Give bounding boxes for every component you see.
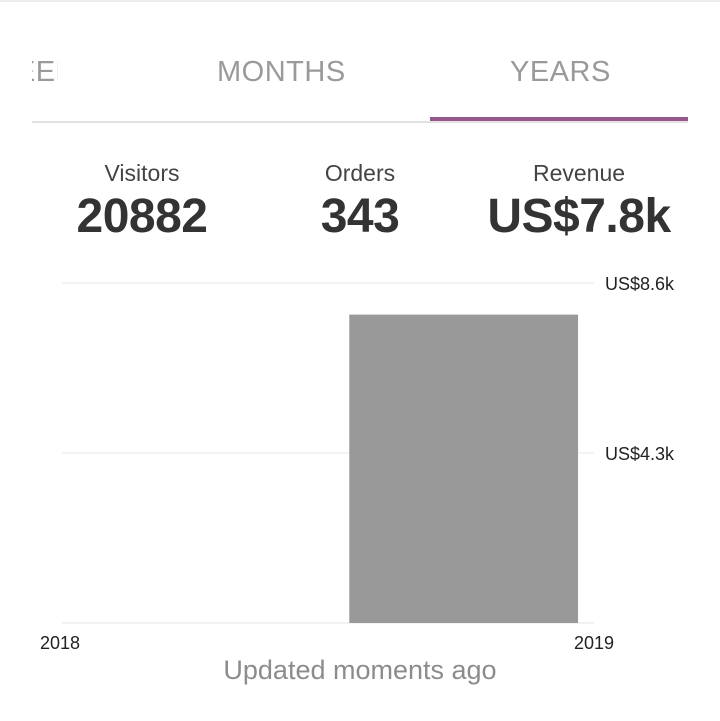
x-tick-label: 2019 — [574, 633, 614, 653]
bar-2019 — [349, 314, 579, 623]
period-tabs: WEEKS MONTHS YEARS — [0, 0, 720, 124]
stat-orders-label: Orders — [324, 160, 396, 186]
stat-visitors-label: Visitors — [104, 160, 180, 186]
updated-status: Updated moments ago — [223, 655, 497, 685]
tabs-divider — [32, 121, 688, 123]
tab-months[interactable]: MONTHS — [217, 56, 346, 88]
y-tick-label: US$4.3k — [605, 444, 675, 464]
tab-weeks-clip — [0, 40, 32, 100]
stat-visitors[interactable]: Visitors 20882 — [32, 158, 252, 246]
stat-revenue[interactable]: Revenue US$7.8k — [469, 158, 689, 246]
x-tick-label: 2018 — [40, 633, 80, 653]
stat-orders-value: 343 — [320, 190, 400, 243]
stat-revenue-value: US$7.8k — [487, 190, 671, 243]
selected-tab-indicator — [430, 117, 688, 121]
top-border — [0, 0, 720, 2]
stat-revenue-label: Revenue — [532, 160, 626, 186]
stat-orders[interactable]: Orders 343 — [250, 158, 470, 246]
revenue-chart: US$8.6k US$4.3k 2018 2019 — [40, 274, 675, 653]
stat-visitors-value: 20882 — [76, 190, 208, 243]
y-tick-label: US$8.6k — [605, 274, 675, 294]
tab-years[interactable]: YEARS — [510, 56, 611, 88]
